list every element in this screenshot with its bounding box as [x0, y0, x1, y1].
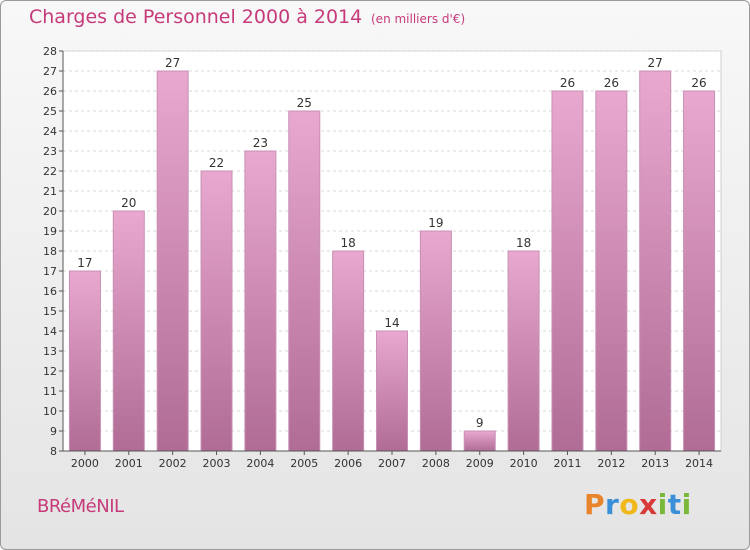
bar-value-label: 19: [428, 216, 443, 230]
bar-value-label: 27: [165, 56, 180, 70]
bar-2001: [112, 210, 145, 452]
bar-value-label: 26: [604, 76, 619, 90]
bar-2000: [68, 270, 101, 452]
y-tick-label: 9: [50, 425, 57, 438]
x-tick-label: 2008: [422, 457, 450, 470]
y-tick-label: 28: [43, 45, 57, 58]
bar-2006: [332, 250, 365, 452]
y-tick-label: 13: [43, 345, 57, 358]
logo-letter: P: [584, 488, 606, 521]
bar-value-label: 25: [297, 96, 312, 110]
logo-letter: x: [639, 488, 658, 521]
bar-value-label: 18: [340, 236, 355, 250]
bar-value-label: 9: [476, 416, 484, 430]
y-tick-label: 20: [43, 205, 57, 218]
bar-value-label: 27: [648, 56, 663, 70]
y-tick-label: 22: [43, 165, 57, 178]
logo-letter: i: [681, 488, 692, 521]
x-tick-label: 2004: [246, 457, 274, 470]
bar-2003: [200, 170, 233, 452]
y-tick-label: 19: [43, 225, 57, 238]
x-tick-label: 2006: [334, 457, 362, 470]
bar-labels: 17 20 27 22 23 25 18 14 19 9 18 26 26 27 26: [77, 56, 706, 430]
x-tick-label: 2014: [685, 457, 713, 470]
chart-subtitle: (en milliers d'€): [371, 12, 466, 26]
bar-2010: [507, 250, 540, 452]
proxiti-logo[interactable]: Proxiti: [584, 488, 692, 521]
y-tick-label: 24: [43, 125, 57, 138]
bar-2002: [156, 70, 189, 452]
y-tick-label: 23: [43, 145, 57, 158]
bar-value-label: 20: [121, 196, 136, 210]
x-tick-label: 2002: [159, 457, 187, 470]
y-tick-label: 11: [43, 385, 57, 398]
y-tick-label: 15: [43, 305, 57, 318]
x-tick-label: 2005: [290, 457, 318, 470]
y-tick-label: 16: [43, 285, 57, 298]
x-tick-label: 2009: [466, 457, 494, 470]
x-tick-label: 2000: [71, 457, 99, 470]
y-tick-label: 17: [43, 265, 57, 278]
logo-letter: t: [667, 488, 682, 521]
bars: [68, 70, 716, 452]
x-tick-label: 2013: [641, 457, 669, 470]
bar-value-label: 14: [384, 316, 399, 330]
y-axis: 8 9 10 11 12 13 14 15 16 17 18 19 20 21 22 23 24 25 26 27 28: [43, 45, 721, 458]
bar-2009: [463, 430, 496, 452]
y-tick-label: 18: [43, 245, 57, 258]
x-axis: 2000 2001 2002 2003 2004 2005 2006 2007 2008 2009…: [71, 451, 713, 470]
x-tick-label: 2010: [510, 457, 538, 470]
bar-value-label: 26: [691, 76, 706, 90]
bar-value-label: 22: [209, 156, 224, 170]
bar-value-label: 26: [560, 76, 575, 90]
x-tick-label: 2011: [553, 457, 581, 470]
y-tick-label: 25: [43, 105, 57, 118]
y-tick-label: 26: [43, 85, 57, 98]
bar-2013: [639, 70, 672, 452]
y-tick-label: 27: [43, 65, 57, 78]
bar-2012: [595, 90, 628, 452]
x-tick-label: 2007: [378, 457, 406, 470]
bar-value-label: 23: [253, 136, 268, 150]
bar-2011: [551, 90, 584, 452]
bar-2014: [683, 90, 716, 452]
town-name: BRéMéNIL: [37, 496, 124, 517]
y-tick-label: 12: [43, 365, 57, 378]
chart-title: Charges de Personnel 2000 à 2014: [29, 6, 363, 28]
y-tick-label: 21: [43, 185, 57, 198]
logo-letter: i: [657, 488, 668, 521]
bar-2007: [376, 330, 408, 452]
y-tick-label: 14: [43, 325, 57, 338]
bar-2004: [244, 150, 277, 452]
logo-letter: r: [605, 488, 620, 521]
logo-letter: o: [619, 488, 640, 521]
x-tick-label: 2003: [203, 457, 231, 470]
y-tick-label: 8: [50, 445, 57, 458]
bar-2005: [288, 110, 321, 452]
y-tick-label: 10: [43, 405, 57, 418]
bar-2008: [419, 230, 452, 452]
bar-value-label: 17: [77, 256, 92, 270]
x-tick-label: 2012: [597, 457, 625, 470]
x-tick-label: 2001: [115, 457, 143, 470]
bar-value-label: 18: [516, 236, 531, 250]
